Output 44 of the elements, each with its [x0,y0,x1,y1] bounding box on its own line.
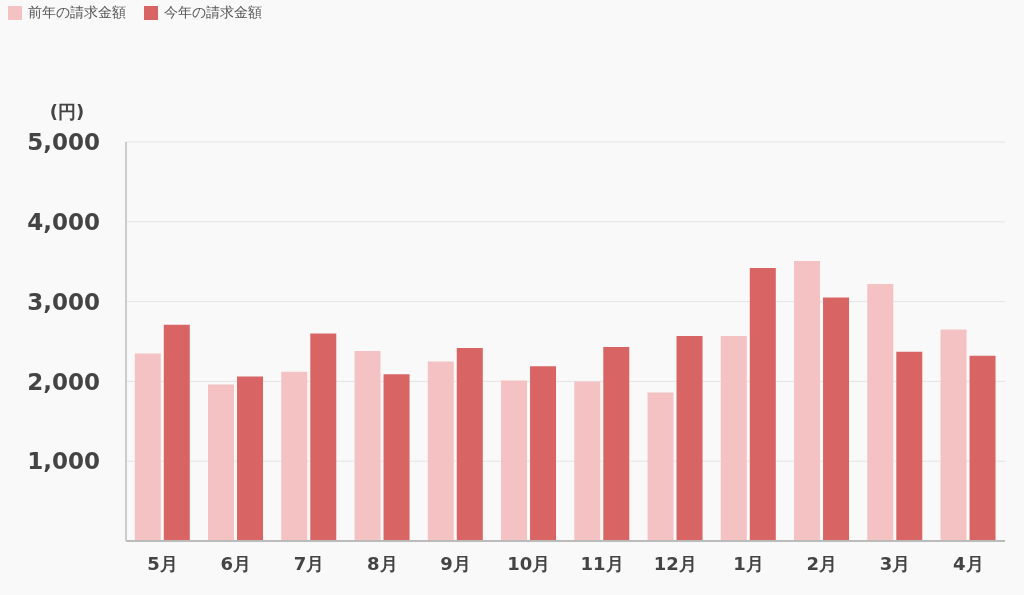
y-tick-label: 3,000 [27,288,100,315]
bar [823,297,850,541]
bar [530,366,557,541]
y-axis-title: (円) [49,101,85,122]
y-tick-label: 1,000 [27,448,100,475]
bar [749,268,776,541]
x-tick-label: 11月 [580,552,624,574]
legend-label: 前年の請求金額 [28,4,126,22]
x-tick-label: 9月 [440,552,471,574]
bar [501,380,528,541]
bar [281,371,308,541]
bar [867,284,894,541]
bar [940,329,967,541]
x-tick-label: 5月 [147,552,178,574]
bar [310,333,337,541]
y-tick-label: 5,000 [27,129,100,156]
bar [574,381,601,541]
bar [354,351,381,541]
x-tick-label: 1月 [733,552,764,574]
bar [383,374,410,541]
bar [603,347,630,541]
x-tick-label: 2月 [806,552,838,574]
y-tick-label: 4,000 [27,208,100,235]
legend-label: 今年の請求金額 [164,4,262,22]
x-tick-label: 12月 [653,552,697,574]
x-tick-label: 3月 [879,552,911,574]
x-tick-label: 7月 [293,552,325,574]
x-tick-label: 8月 [367,552,398,574]
bar [134,353,161,541]
x-tick-label: 10月 [507,552,551,574]
bar [456,347,483,541]
bar [794,260,821,541]
bar [647,392,674,541]
bar [896,351,923,541]
x-tick-label: 6月 [220,552,252,574]
bar [208,384,235,541]
bar [427,361,454,541]
x-tick-label: 4月 [953,552,984,574]
bar [969,355,996,541]
y-tick-label: 2,000 [27,368,100,395]
bar [720,335,747,541]
bar [237,376,264,541]
bar [163,324,190,541]
bar [676,335,703,541]
